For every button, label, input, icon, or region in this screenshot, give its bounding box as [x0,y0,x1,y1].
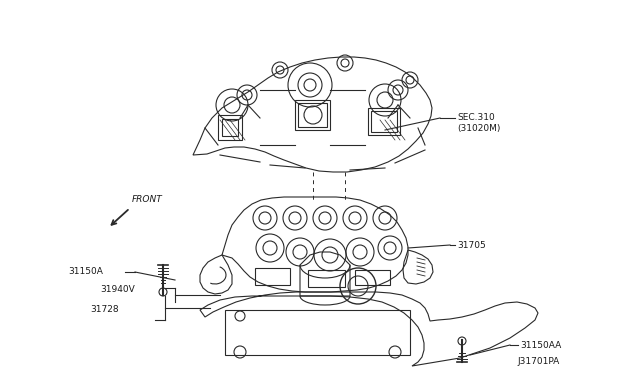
Text: SEC.310: SEC.310 [457,113,495,122]
Text: 31940V: 31940V [100,285,135,294]
Text: FRONT: FRONT [132,195,163,204]
Text: (31020M): (31020M) [457,124,500,132]
Text: 31150AA: 31150AA [520,340,561,350]
Text: 31150A: 31150A [68,267,103,276]
Text: 31705: 31705 [457,241,486,250]
Text: J31701PA: J31701PA [518,357,560,366]
Text: 31728: 31728 [90,305,118,314]
